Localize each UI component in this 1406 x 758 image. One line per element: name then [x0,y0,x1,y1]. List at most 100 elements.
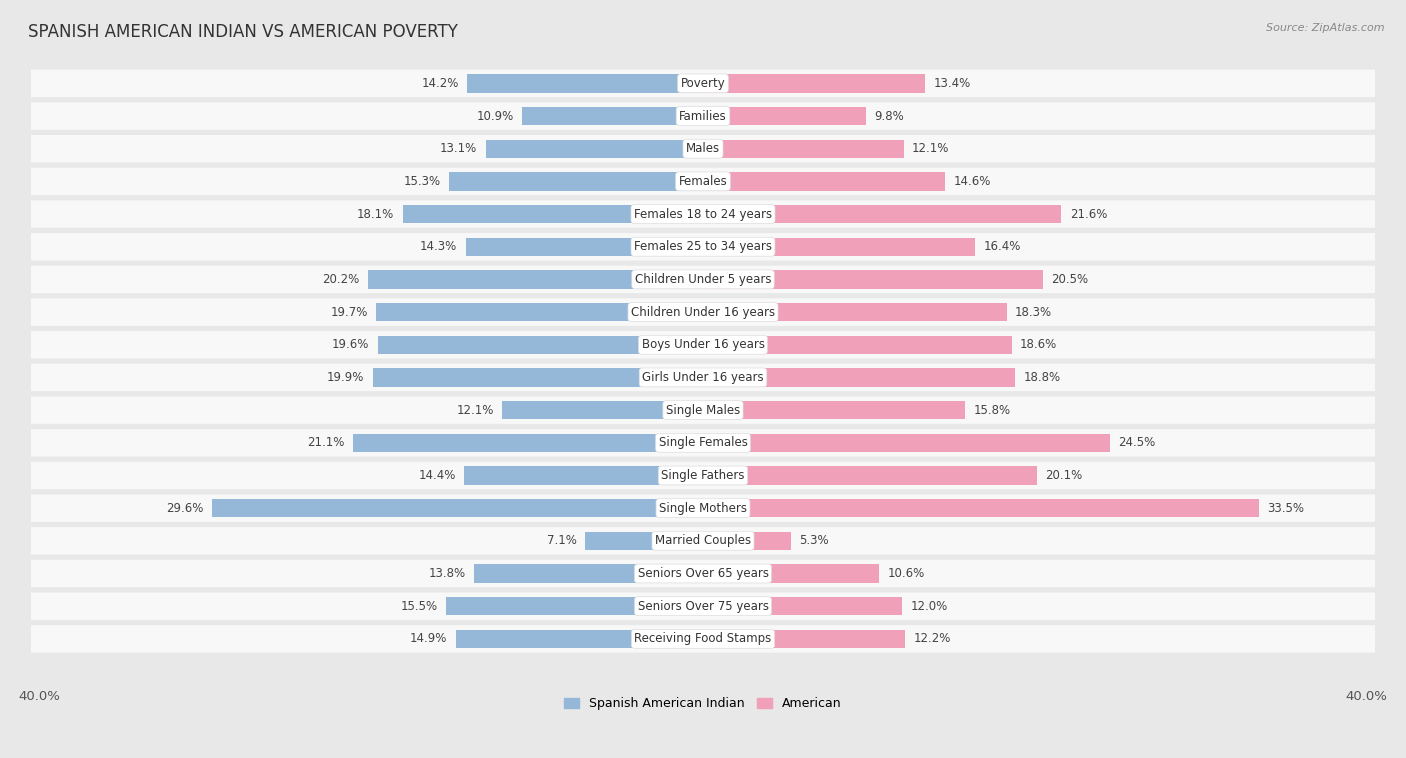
Text: 12.0%: 12.0% [911,600,948,612]
Bar [703,271,1043,289]
Text: 13.4%: 13.4% [934,77,972,90]
Text: Males: Males [686,143,720,155]
Bar [703,466,1036,484]
Bar [703,565,879,583]
FancyBboxPatch shape [31,593,1375,620]
FancyBboxPatch shape [31,527,1375,555]
Bar [467,74,703,92]
FancyBboxPatch shape [31,299,1375,326]
Bar [703,368,1015,387]
Text: 20.5%: 20.5% [1052,273,1088,286]
Bar [522,107,703,125]
Text: 19.6%: 19.6% [332,338,370,351]
FancyBboxPatch shape [31,266,1375,293]
Bar [703,434,1109,452]
Bar [703,172,945,190]
Bar [703,205,1062,223]
Text: 33.5%: 33.5% [1267,502,1305,515]
Text: Seniors Over 65 years: Seniors Over 65 years [637,567,769,580]
FancyBboxPatch shape [31,200,1375,228]
FancyBboxPatch shape [31,233,1375,261]
Text: 18.6%: 18.6% [1019,338,1057,351]
Text: Girls Under 16 years: Girls Under 16 years [643,371,763,384]
Text: Source: ZipAtlas.com: Source: ZipAtlas.com [1267,23,1385,33]
Legend: Spanish American Indian, American: Spanish American Indian, American [560,692,846,715]
Text: 5.3%: 5.3% [799,534,830,547]
Bar [353,434,703,452]
Text: 18.3%: 18.3% [1015,305,1052,318]
Text: Married Couples: Married Couples [655,534,751,547]
Text: Single Females: Single Females [658,437,748,449]
Text: SPANISH AMERICAN INDIAN VS AMERICAN POVERTY: SPANISH AMERICAN INDIAN VS AMERICAN POVE… [28,23,458,41]
Bar [485,139,703,158]
FancyBboxPatch shape [31,70,1375,97]
Bar [373,368,703,387]
Text: 15.8%: 15.8% [973,403,1011,417]
Text: 10.6%: 10.6% [887,567,924,580]
FancyBboxPatch shape [31,429,1375,456]
Text: 14.4%: 14.4% [419,469,456,482]
Bar [368,271,703,289]
Text: 19.9%: 19.9% [328,371,364,384]
Bar [446,597,703,615]
Text: Children Under 16 years: Children Under 16 years [631,305,775,318]
Bar [703,139,904,158]
Text: 15.5%: 15.5% [401,600,437,612]
Text: 18.1%: 18.1% [357,208,394,221]
Bar [703,531,792,550]
Bar [402,205,703,223]
Bar [464,466,703,484]
Text: 19.7%: 19.7% [330,305,368,318]
FancyBboxPatch shape [31,102,1375,130]
Text: Females 25 to 34 years: Females 25 to 34 years [634,240,772,253]
Text: Single Fathers: Single Fathers [661,469,745,482]
Text: Poverty: Poverty [681,77,725,90]
FancyBboxPatch shape [31,494,1375,522]
Bar [212,499,703,517]
Text: 29.6%: 29.6% [166,502,204,515]
Text: Families: Families [679,109,727,123]
Bar [375,303,703,321]
Bar [703,237,976,256]
Text: 20.2%: 20.2% [322,273,360,286]
Text: 12.1%: 12.1% [457,403,494,417]
Bar [703,336,1012,354]
Text: 15.3%: 15.3% [404,175,441,188]
Text: 20.1%: 20.1% [1045,469,1083,482]
Bar [449,172,703,190]
Text: Females: Females [679,175,727,188]
Bar [703,630,905,648]
Bar [703,303,1007,321]
Bar [474,565,703,583]
Text: 21.6%: 21.6% [1070,208,1107,221]
Text: Single Mothers: Single Mothers [659,502,747,515]
Bar [585,531,703,550]
Bar [378,336,703,354]
Text: Children Under 5 years: Children Under 5 years [634,273,772,286]
Text: 14.2%: 14.2% [422,77,460,90]
Text: 18.8%: 18.8% [1024,371,1060,384]
Text: 13.8%: 13.8% [429,567,465,580]
Text: Females 18 to 24 years: Females 18 to 24 years [634,208,772,221]
Bar [703,107,866,125]
FancyBboxPatch shape [31,135,1375,162]
Bar [703,401,965,419]
FancyBboxPatch shape [31,560,1375,587]
FancyBboxPatch shape [31,625,1375,653]
FancyBboxPatch shape [31,168,1375,195]
Text: 13.1%: 13.1% [440,143,477,155]
Text: Single Males: Single Males [666,403,740,417]
Bar [703,597,903,615]
Text: 14.3%: 14.3% [420,240,457,253]
Text: 14.6%: 14.6% [953,175,991,188]
Text: 12.2%: 12.2% [914,632,950,645]
FancyBboxPatch shape [31,462,1375,489]
FancyBboxPatch shape [31,396,1375,424]
Text: Boys Under 16 years: Boys Under 16 years [641,338,765,351]
Text: 21.1%: 21.1% [307,437,344,449]
Text: Receiving Food Stamps: Receiving Food Stamps [634,632,772,645]
Bar [703,74,925,92]
Text: Seniors Over 75 years: Seniors Over 75 years [637,600,769,612]
Bar [502,401,703,419]
FancyBboxPatch shape [31,364,1375,391]
